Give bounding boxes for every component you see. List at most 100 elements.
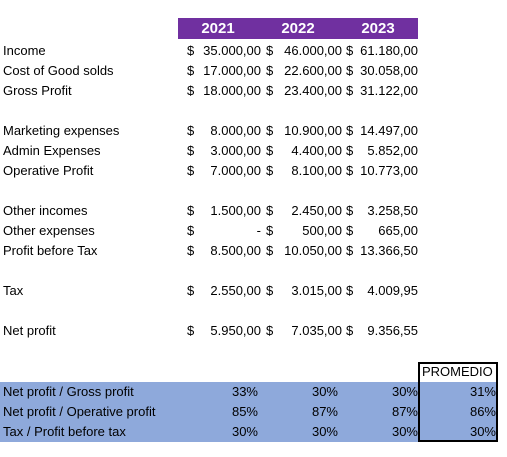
amount: 7.035,00 [291,323,342,338]
money-cell: $5.950,00 [187,321,261,341]
currency-symbol: $ [266,163,274,178]
money-cell: $46.000,00 [266,41,342,61]
ratio-value: 30% [231,424,258,439]
amount: 2.550,00 [210,283,261,298]
amount: 61.180,00 [360,43,418,58]
currency-symbol: $ [346,123,354,138]
currency-symbol: $ [346,283,354,298]
amount: 17.000,00 [203,63,261,78]
currency-symbol: $ [187,43,195,58]
currency-symbol: $ [266,283,274,298]
amount: 4.009,95 [367,283,418,298]
currency-symbol: $ [266,123,274,138]
money-cell: $8.100,00 [266,161,342,181]
money-cell: $31.122,00 [346,81,418,101]
amount: 4.400,00 [291,143,342,158]
money-cell: $35.000,00 [187,41,261,61]
amount: 10.773,00 [360,163,418,178]
ratio-value: 86% [469,404,496,419]
currency-symbol: $ [187,323,195,338]
amount: 5.950,00 [210,323,261,338]
amount: 22.600,00 [284,63,342,78]
ratio-value: 33% [231,384,258,399]
currency-symbol: $ [346,323,354,338]
amount: 30.058,00 [360,63,418,78]
money-cell: $3.015,00 [266,281,342,301]
currency-symbol: $ [187,143,195,158]
money-cell: $9.356,55 [346,321,418,341]
money-cell: $13.366,50 [346,241,418,261]
money-cell: $2.450,00 [266,201,342,221]
row-label: Gross Profit [3,83,72,98]
amount: 5.852,00 [367,143,418,158]
amount: 13.366,50 [360,243,418,258]
currency-symbol: $ [346,63,354,78]
amount: 31.122,00 [360,83,418,98]
currency-symbol: $ [346,203,354,218]
ratio-label: Net profit / Gross profit [3,384,134,399]
ratio-value: 30% [311,424,338,439]
ratio-value: 87% [391,404,418,419]
money-cell: $30.058,00 [346,61,418,81]
currency-symbol: $ [266,243,274,258]
amount: 3.000,00 [210,143,261,158]
currency-symbol: $ [187,223,195,238]
row-label: Admin Expenses [3,143,101,158]
amount: 9.356,55 [367,323,418,338]
money-cell: $22.600,00 [266,61,342,81]
currency-symbol: $ [346,143,354,158]
currency-symbol: $ [187,283,195,298]
currency-symbol: $ [346,243,354,258]
row-label: Profit before Tax [3,243,98,258]
money-cell: $3.258,50 [346,201,418,221]
promedio-box [418,362,498,442]
year-header: 2023 [361,20,395,37]
ratio-value: 30% [391,384,418,399]
currency-symbol: $ [266,63,274,78]
amount: 8.000,00 [210,123,261,138]
money-cell: $10.773,00 [346,161,418,181]
amount: 7.000,00 [210,163,261,178]
ratio-value: 30% [469,424,496,439]
ratio-value: 30% [391,424,418,439]
money-cell: $7.000,00 [187,161,261,181]
money-cell: $10.900,00 [266,121,342,141]
amount: 18.000,00 [203,83,261,98]
money-cell: $3.000,00 [187,141,261,161]
amount: 46.000,00 [284,43,342,58]
amount: 3.015,00 [291,283,342,298]
money-cell: $23.400,00 [266,81,342,101]
amount: 8.100,00 [291,163,342,178]
money-cell: $4.400,00 [266,141,342,161]
amount: 3.258,50 [367,203,418,218]
money-cell: $8.500,00 [187,241,261,261]
ratio-bg [0,382,498,442]
ratio-value: 31% [469,384,496,399]
ratio-label: Net profit / Operative profit [3,404,156,419]
currency-symbol: $ [187,83,195,98]
row-label: Marketing expenses [3,123,120,138]
amount: 35.000,00 [203,43,261,58]
money-cell: $7.035,00 [266,321,342,341]
currency-symbol: $ [266,83,274,98]
ratio-value: 85% [231,404,258,419]
amount: 1.500,00 [210,203,261,218]
row-label: Income [3,43,46,58]
amount: 10.900,00 [284,123,342,138]
row-label: Cost of Good solds [3,63,114,78]
year-header-bg [178,18,418,39]
ratio-label: Tax / Profit before tax [3,424,126,439]
amount: 8.500,00 [210,243,261,258]
promedio-header: PROMEDIO [422,364,493,379]
money-cell: $8.000,00 [187,121,261,141]
amount: 23.400,00 [284,83,342,98]
currency-symbol: $ [187,63,195,78]
money-cell: $14.497,00 [346,121,418,141]
money-cell: $ - [187,221,261,241]
amount: - [256,223,261,238]
ratio-value: 30% [311,384,338,399]
currency-symbol: $ [266,203,274,218]
currency-symbol: $ [346,163,354,178]
money-cell: $500,00 [266,221,342,241]
